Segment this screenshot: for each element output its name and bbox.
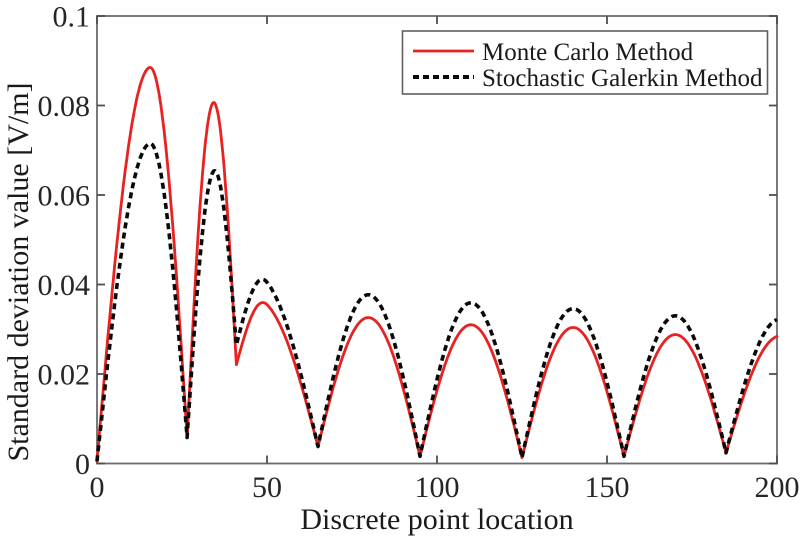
x-axis-label: Discrete point location: [300, 503, 573, 536]
legend-box: [401, 30, 769, 95]
series-stochastic-galerkin-line: [95, 141, 778, 462]
x-tick-label: 150: [585, 471, 630, 504]
y-tick-label: 0.08: [38, 90, 91, 123]
ticks-layer: 0 50 100 150 200 0 0.02 0.04 0.06 0.08 0.1: [38, 1, 800, 505]
legend: Monte Carlo Method Stochastic Galerkin M…: [401, 30, 769, 95]
series-monte-carlo-line: [95, 66, 779, 463]
legend-label-stochastic-galerkin: Stochastic Galerkin Method: [482, 65, 763, 92]
y-tick-label: 0.1: [53, 1, 91, 34]
y-tick-label: 0: [75, 448, 90, 481]
y-tick-label: 0.02: [38, 359, 91, 392]
x-tick-label: 50: [252, 471, 282, 504]
y-tick-label: 0.06: [38, 180, 91, 213]
x-tick-label: 200: [755, 471, 800, 504]
curves-layer: [95, 66, 779, 463]
x-tick-label: 0: [90, 471, 105, 504]
y-tick-label: 0.04: [38, 269, 91, 302]
x-tick-label: 100: [415, 471, 460, 504]
legend-label-monte-carlo: Monte Carlo Method: [482, 39, 694, 66]
y-axis-label: Standard deviation value [V/m]: [2, 82, 35, 461]
